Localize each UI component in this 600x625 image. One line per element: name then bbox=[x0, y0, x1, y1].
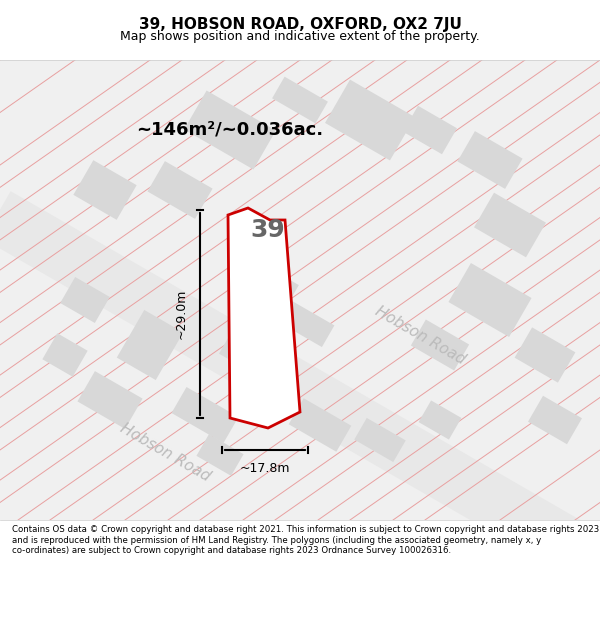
Polygon shape bbox=[73, 160, 137, 220]
Polygon shape bbox=[219, 336, 281, 384]
Text: ~17.8m: ~17.8m bbox=[240, 462, 290, 475]
Polygon shape bbox=[266, 293, 334, 347]
Polygon shape bbox=[241, 258, 299, 302]
Polygon shape bbox=[515, 328, 575, 382]
Polygon shape bbox=[228, 208, 300, 428]
Text: Hobson Road: Hobson Road bbox=[373, 303, 467, 367]
Text: Contains OS data © Crown copyright and database right 2021. This information is : Contains OS data © Crown copyright and d… bbox=[12, 525, 599, 555]
Polygon shape bbox=[448, 263, 532, 337]
Polygon shape bbox=[117, 310, 183, 380]
Text: Hobson Road: Hobson Road bbox=[118, 420, 212, 484]
Text: Map shows position and indicative extent of the property.: Map shows position and indicative extent… bbox=[120, 30, 480, 43]
Polygon shape bbox=[196, 434, 244, 476]
Polygon shape bbox=[474, 192, 546, 258]
Polygon shape bbox=[528, 396, 582, 444]
Polygon shape bbox=[354, 418, 406, 462]
Text: 39: 39 bbox=[251, 218, 286, 242]
Polygon shape bbox=[77, 371, 143, 429]
Text: ~146m²/~0.036ac.: ~146m²/~0.036ac. bbox=[136, 121, 323, 139]
Polygon shape bbox=[419, 401, 461, 439]
Polygon shape bbox=[289, 398, 352, 452]
Polygon shape bbox=[60, 277, 110, 323]
Text: ~29.0m: ~29.0m bbox=[175, 289, 188, 339]
Polygon shape bbox=[325, 79, 415, 161]
Polygon shape bbox=[184, 91, 276, 169]
Polygon shape bbox=[403, 106, 457, 154]
Polygon shape bbox=[272, 77, 328, 123]
Polygon shape bbox=[148, 161, 212, 219]
Text: 39, HOBSON ROAD, OXFORD, OX2 7JU: 39, HOBSON ROAD, OXFORD, OX2 7JU bbox=[139, 17, 461, 32]
Polygon shape bbox=[0, 191, 600, 589]
Polygon shape bbox=[457, 131, 523, 189]
Polygon shape bbox=[411, 319, 469, 371]
Polygon shape bbox=[172, 387, 238, 443]
Polygon shape bbox=[43, 333, 88, 377]
